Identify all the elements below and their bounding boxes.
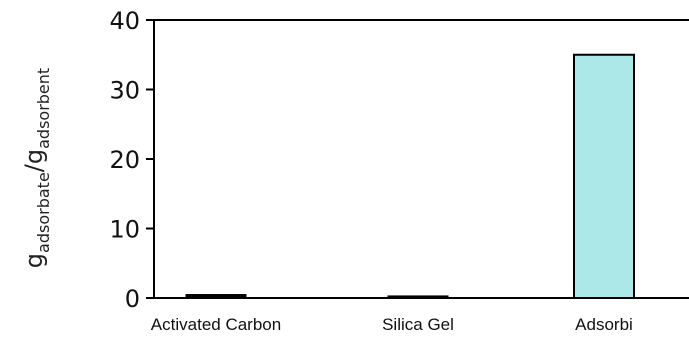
y-tick-label: 0 xyxy=(125,285,140,313)
category-labels: Activated Carbon Silica Gel Adsorbi xyxy=(151,315,633,334)
ylabel-adsorbate: adsorbate xyxy=(34,172,53,253)
y-tick-label: 30 xyxy=(109,77,140,105)
category-label: Activated Carbon xyxy=(151,315,281,334)
y-tick-label: 10 xyxy=(109,216,140,244)
y-ticks: 0 10 20 30 40 xyxy=(109,7,154,313)
svg-text:gadsorbate/gadsorbent: gadsorbate/gadsorbent xyxy=(20,68,53,268)
bars xyxy=(185,53,635,299)
axes xyxy=(153,19,689,299)
ylabel-g2: g xyxy=(20,149,48,164)
category-label: Adsorbi xyxy=(575,315,633,334)
y-axis-label: gadsorbate/gadsorbent xyxy=(20,68,53,268)
y-tick-label: 40 xyxy=(109,7,140,35)
y-tick-label: 20 xyxy=(109,146,140,174)
bar-adsorbi xyxy=(573,53,635,299)
category-label: Silica Gel xyxy=(382,315,454,334)
ylabel-adsorbent: adsorbent xyxy=(34,68,53,149)
ylabel-g: g xyxy=(20,253,48,268)
ylabel-slash: / xyxy=(20,163,48,172)
